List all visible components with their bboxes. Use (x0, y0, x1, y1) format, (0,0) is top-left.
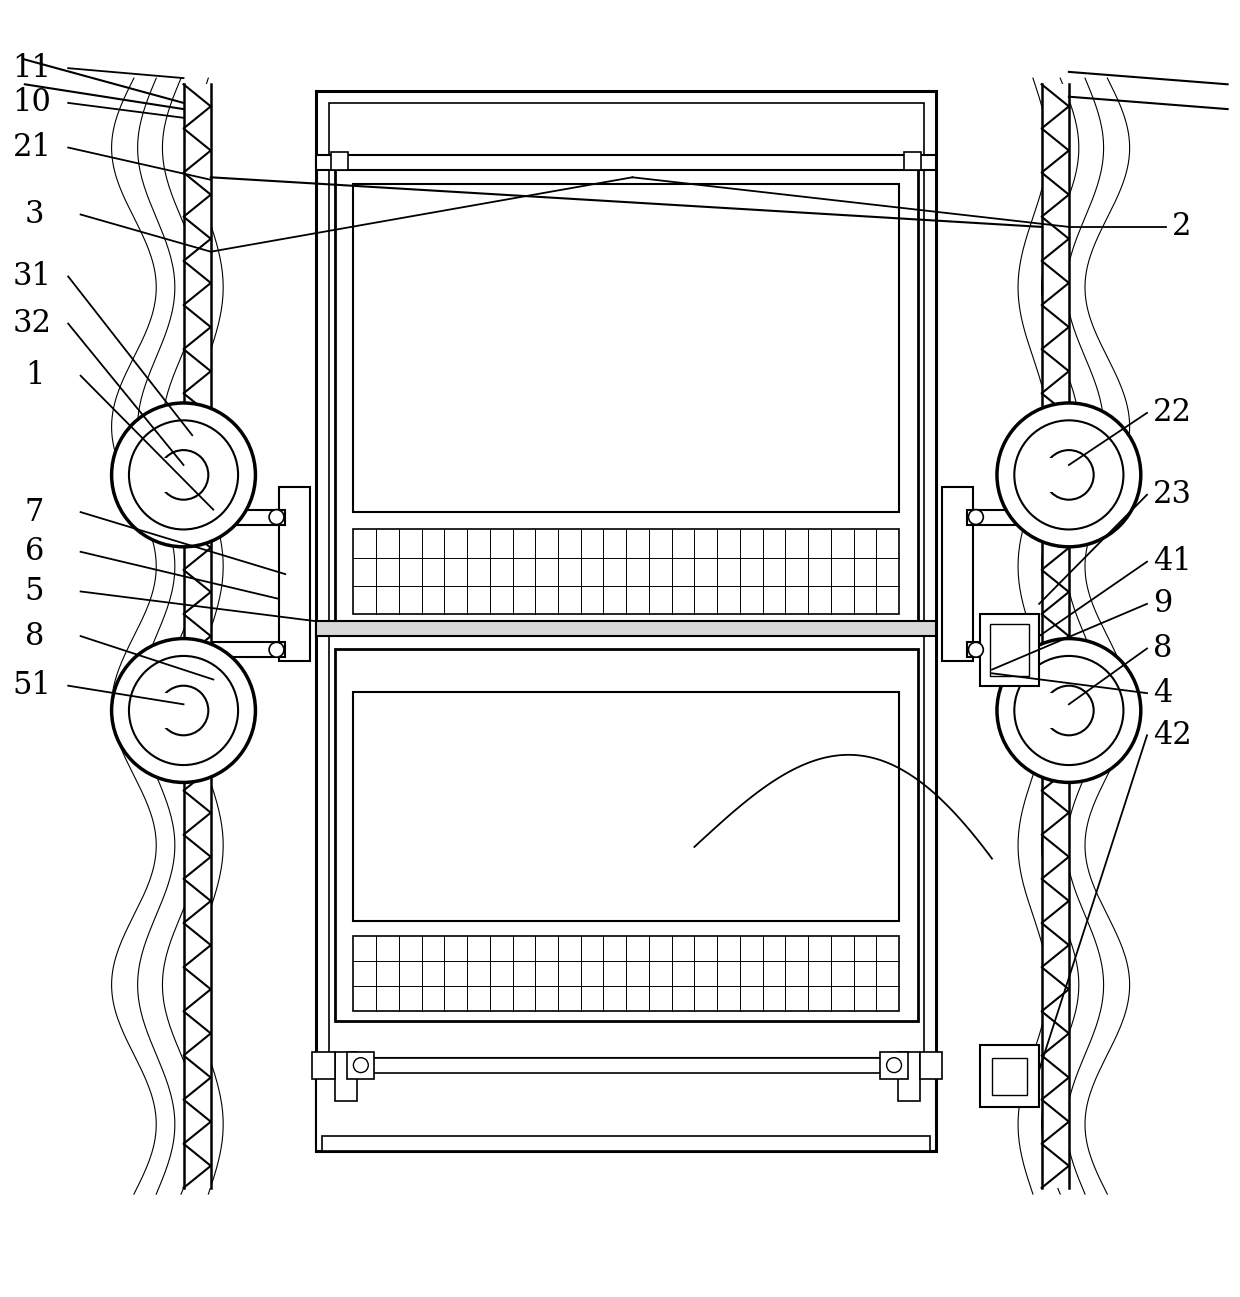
Bar (279, 488, 310, 661)
Circle shape (1014, 420, 1123, 529)
Bar (353, 691, 899, 921)
Bar (213, 642, 285, 658)
Bar (920, 1052, 942, 1079)
Circle shape (159, 450, 208, 499)
Bar (322, 1136, 930, 1150)
Bar (990, 624, 1029, 676)
Circle shape (269, 510, 284, 524)
Text: 4: 4 (1153, 677, 1173, 708)
Circle shape (269, 642, 284, 658)
Bar (942, 488, 973, 661)
Circle shape (112, 403, 255, 547)
Text: 5: 5 (25, 576, 45, 607)
Bar (335, 1052, 357, 1101)
Bar (1042, 458, 1061, 493)
Text: 6: 6 (25, 536, 45, 567)
Bar (316, 621, 936, 636)
Circle shape (129, 420, 238, 529)
Text: 11: 11 (12, 53, 51, 84)
Circle shape (159, 686, 208, 735)
Bar (184, 84, 211, 1188)
Text: 1: 1 (25, 361, 45, 392)
Circle shape (129, 656, 238, 765)
Bar (980, 613, 1039, 686)
Bar (316, 1057, 936, 1150)
Text: 32: 32 (12, 309, 51, 339)
Circle shape (1014, 656, 1123, 765)
Circle shape (968, 510, 983, 524)
Bar (213, 510, 285, 524)
Text: 2: 2 (1172, 211, 1192, 243)
Bar (1042, 693, 1061, 728)
Circle shape (968, 642, 983, 658)
Circle shape (997, 638, 1141, 782)
Bar (312, 1052, 335, 1079)
Text: 31: 31 (12, 261, 51, 292)
Text: 3: 3 (25, 198, 45, 230)
Text: 9: 9 (1153, 589, 1173, 620)
Bar (904, 153, 921, 170)
Bar (967, 642, 1039, 658)
Text: 7: 7 (25, 497, 45, 528)
Bar (316, 154, 936, 170)
Circle shape (1044, 450, 1094, 499)
Bar (322, 1057, 930, 1073)
Bar (316, 91, 936, 1150)
Bar (335, 165, 918, 624)
Circle shape (997, 403, 1141, 547)
Text: 8: 8 (25, 620, 45, 651)
Bar (980, 1045, 1039, 1108)
Circle shape (112, 638, 255, 782)
Text: 23: 23 (1153, 479, 1192, 510)
Bar (156, 458, 176, 493)
Text: 8: 8 (1153, 633, 1173, 664)
Text: 51: 51 (12, 671, 51, 702)
Bar (347, 1052, 374, 1079)
Bar (331, 153, 348, 170)
Bar (353, 936, 899, 1010)
Circle shape (353, 1057, 368, 1073)
Text: 41: 41 (1153, 546, 1192, 577)
Bar (156, 693, 176, 728)
Bar (353, 183, 899, 512)
Text: 22: 22 (1153, 397, 1192, 428)
Text: 42: 42 (1153, 720, 1192, 751)
Bar (353, 529, 899, 613)
Bar (880, 1052, 908, 1079)
Bar (335, 648, 918, 1021)
Bar (329, 102, 924, 1139)
Circle shape (887, 1057, 901, 1073)
Bar (967, 510, 1039, 524)
Text: 10: 10 (12, 87, 51, 118)
Bar (992, 1057, 1027, 1095)
Bar (1042, 84, 1069, 1188)
Text: 21: 21 (12, 132, 51, 163)
Circle shape (1044, 686, 1094, 735)
Bar (898, 1052, 920, 1101)
